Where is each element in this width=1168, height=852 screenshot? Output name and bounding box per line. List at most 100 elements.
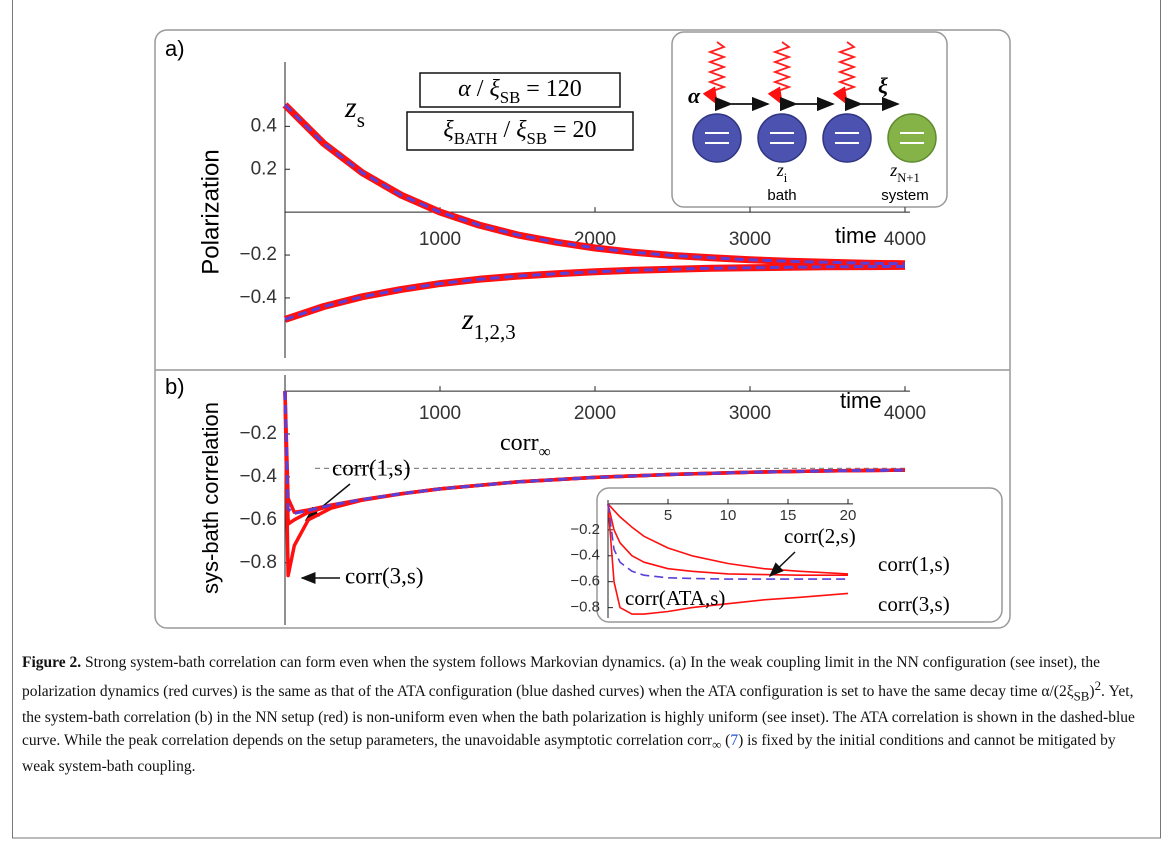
text-part: z xyxy=(776,160,784,180)
x-tick-label: 5 xyxy=(664,507,672,524)
caption-part: 2 xyxy=(1094,677,1102,693)
parameter-box xyxy=(419,72,621,108)
page-border xyxy=(12,0,1161,839)
text-part: 1,2,3 xyxy=(474,320,516,344)
inset-frame xyxy=(596,487,1003,623)
asymptote-label: corr∞ xyxy=(500,430,551,462)
text-part: i xyxy=(784,171,788,185)
y-tick-label: −0.8 xyxy=(570,599,600,616)
caption-part: ) xyxy=(1089,682,1095,700)
y-tick-label: 0.2 xyxy=(251,158,277,179)
y-tick-label: 0.4 xyxy=(251,115,278,136)
text-part: = 20 xyxy=(547,117,597,143)
series-line xyxy=(283,103,906,266)
figure-frame xyxy=(154,29,1011,629)
bath-spin xyxy=(757,113,807,163)
text-part: SB xyxy=(526,129,547,148)
inset-frame xyxy=(671,31,948,208)
caption-part: SB xyxy=(1073,687,1090,703)
x-tick-label: 2000 xyxy=(574,403,616,424)
caption-part: . Yet, the system-bath correlation (b) i… xyxy=(22,682,1135,749)
caption-part: Figure 2. xyxy=(22,654,82,671)
panel-label: b) xyxy=(165,374,185,399)
label-arrow xyxy=(768,551,796,578)
curve-label: zs xyxy=(344,91,365,132)
coupling-label: ξ xyxy=(878,73,888,98)
parameter: α / ξSB = 120 xyxy=(458,76,582,108)
text-part: s xyxy=(357,108,365,132)
series-label: corr(ATA,s) xyxy=(625,586,725,610)
x-tick-label: 1000 xyxy=(419,229,461,250)
series-line xyxy=(607,503,849,615)
group-label: bath xyxy=(767,187,796,204)
coupling-label: α xyxy=(688,83,701,108)
x-tick-label: 3000 xyxy=(729,229,771,250)
x-axis-label: time xyxy=(840,388,882,413)
y-tick-label: −0.6 xyxy=(239,509,277,530)
caption-part: ∞ xyxy=(712,736,722,752)
y-axis-label: sys-bath correlation xyxy=(198,402,223,594)
drive-wave xyxy=(832,41,857,106)
parameter-box xyxy=(406,111,634,151)
text-part: α xyxy=(458,76,471,102)
text-part: SB xyxy=(500,88,521,107)
bath-spin xyxy=(822,113,872,163)
caption-part: ) is fixed by the initial conditions and… xyxy=(22,731,1116,776)
x-tick-label: 20 xyxy=(840,507,857,524)
y-tick-label: −0.4 xyxy=(239,287,277,308)
x-tick-label: 4000 xyxy=(884,229,926,250)
y-axis-label: Polarization xyxy=(197,149,224,274)
y-tick-label: −0.8 xyxy=(239,552,277,573)
caption-part: Strong system-bath correlation can form … xyxy=(22,654,1100,700)
series-line xyxy=(283,262,906,323)
label-arrow xyxy=(304,483,351,521)
series-label: corr(1,s) xyxy=(332,455,411,480)
curve-label: z1,2,3 xyxy=(461,303,516,344)
text-part: BATH xyxy=(454,129,498,148)
series-line xyxy=(284,264,906,321)
text-part: z xyxy=(344,91,357,124)
system-spin xyxy=(887,113,937,163)
caption-part[interactable]: 7 xyxy=(730,731,739,749)
text-part: ξ xyxy=(489,76,500,102)
drive-wave xyxy=(702,41,727,106)
text-part: / xyxy=(471,76,490,102)
y-tick-label: −0.4 xyxy=(239,466,277,487)
panel-label: a) xyxy=(165,36,185,61)
bath-spin xyxy=(692,113,742,163)
x-tick-label: 3000 xyxy=(729,403,771,424)
site-label: zN+1 xyxy=(889,160,920,185)
drive-wave xyxy=(767,41,792,106)
series-label: corr(3,s) xyxy=(878,592,950,616)
x-tick-label: 15 xyxy=(780,507,797,524)
y-tick-label: −0.2 xyxy=(570,521,600,538)
text-part: / xyxy=(498,117,517,143)
x-axis-label: time xyxy=(835,223,877,248)
group-label: system xyxy=(881,187,929,204)
y-tick-label: −0.2 xyxy=(239,423,277,444)
x-tick-label: 4000 xyxy=(884,403,926,424)
caption-part: ( xyxy=(721,731,731,749)
x-tick-label: 10 xyxy=(720,507,737,524)
text-part: corr xyxy=(500,430,539,456)
text-part: N+1 xyxy=(897,171,920,185)
text-part: ξ xyxy=(516,117,527,143)
text-part: ∞ xyxy=(539,442,551,461)
series-label: corr(3,s) xyxy=(345,563,424,588)
text-part: = 120 xyxy=(520,76,582,102)
y-tick-label: −0.2 xyxy=(239,244,277,265)
text-part: z xyxy=(889,160,897,180)
y-tick-label: −0.4 xyxy=(570,547,600,564)
site-label: zi xyxy=(776,160,788,185)
text-part: ξ xyxy=(443,117,454,143)
parameter: ξBATH / ξSB = 20 xyxy=(443,117,596,149)
y-tick-label: −0.6 xyxy=(570,573,600,590)
series-label: corr(1,s) xyxy=(878,552,950,576)
text-part: z xyxy=(461,303,474,336)
x-tick-label: 1000 xyxy=(419,403,461,424)
series-line xyxy=(283,391,906,515)
caption: Figure 2. Strong system-bath correlation… xyxy=(22,652,1150,779)
series-label: corr(2,s) xyxy=(784,524,856,548)
